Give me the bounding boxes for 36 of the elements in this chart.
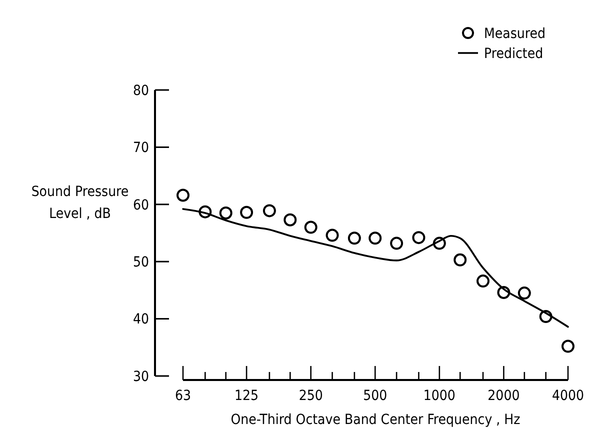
y-tick-label: 80 (132, 82, 149, 99)
point (476, 274, 490, 288)
x-tick-label: 250 (298, 388, 323, 404)
y-tick-label: 70 (132, 140, 149, 156)
y-tick-label: 50 (132, 254, 149, 270)
y-tick-label: 60 (132, 197, 149, 214)
point (454, 253, 467, 266)
point (432, 236, 446, 250)
point (304, 220, 318, 234)
point (262, 204, 276, 218)
point (198, 205, 212, 218)
point (326, 228, 339, 242)
point (539, 310, 552, 324)
x-tick-label: 63 (174, 388, 192, 404)
point (497, 286, 510, 299)
y-tick-label: 30 (132, 368, 149, 385)
x-axis-title: One-Third Octave Band Center Frequency , Hz (230, 412, 521, 428)
x-tick-label: 1000 (423, 388, 456, 404)
point (562, 340, 574, 353)
x-tick-label: 125 (234, 388, 259, 404)
point (518, 286, 531, 300)
point (240, 206, 254, 219)
legend-label: Measured (484, 26, 546, 42)
point (176, 188, 190, 202)
point (348, 232, 361, 245)
y-tick-label: 40 (132, 312, 149, 328)
x-tick-label: 2000 (488, 388, 520, 404)
point (412, 231, 426, 244)
point (219, 206, 232, 220)
point (390, 236, 404, 250)
x-tick-label: 4000 (552, 388, 584, 404)
point (284, 213, 297, 226)
point (368, 232, 382, 245)
x-tick-label: 500 (363, 388, 388, 404)
y-axis-title: Sound Pressure Level , dB (31, 184, 129, 222)
legend-label: Predicted (484, 46, 544, 62)
